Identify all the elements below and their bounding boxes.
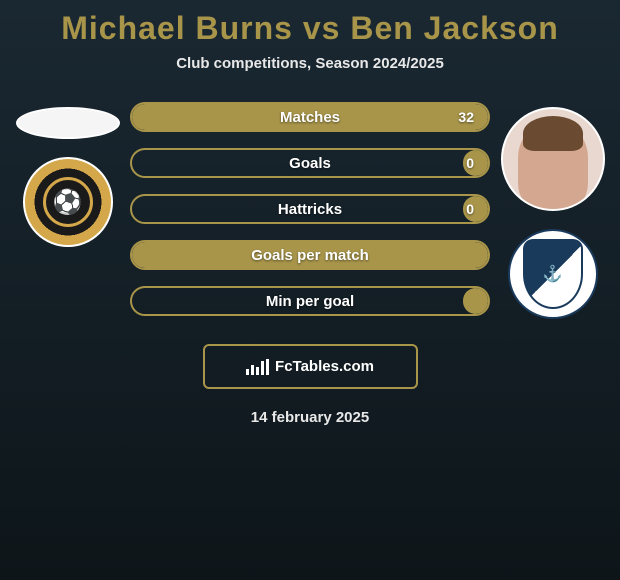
stat-pill: Hattricks0	[130, 194, 490, 224]
stat-pill: Min per goal	[130, 286, 490, 316]
page-title: Michael Burns vs Ben Jackson	[0, 10, 620, 47]
player2-name: Ben Jackson	[350, 10, 558, 46]
date-label: 14 february 2025	[0, 409, 620, 426]
player1-club-badge: ⚽	[23, 157, 113, 247]
player1-avatar	[16, 107, 120, 139]
shield-icon: ⚓	[523, 239, 583, 309]
main-row: ⚽ Matches32Goals0Hattricks0Goals per mat…	[0, 102, 620, 319]
stat-value-right: 32	[458, 109, 474, 125]
comparison-card: Michael Burns vs Ben Jackson Club compet…	[0, 0, 620, 426]
stat-value-right: 0	[466, 201, 474, 217]
shield-icon: ⚽	[43, 177, 93, 227]
stat-pill: Matches32	[130, 102, 490, 132]
stat-label: Matches	[132, 109, 488, 126]
player2-avatar	[501, 107, 605, 211]
stat-value-right: 0	[466, 155, 474, 171]
player1-name: Michael Burns	[61, 10, 293, 46]
brand-box: FcTables.com	[203, 344, 418, 389]
stat-label: Hattricks	[132, 201, 488, 218]
stats-column: Matches32Goals0Hattricks0Goals per match…	[130, 102, 490, 316]
stat-pill: Goals0	[130, 148, 490, 178]
player2-club-badge: ⚓	[508, 229, 598, 319]
chart-icon	[246, 359, 269, 375]
stat-label: Goals	[132, 155, 488, 172]
subtitle: Club competitions, Season 2024/2025	[0, 55, 620, 72]
brand-label: FcTables.com	[275, 358, 374, 375]
right-column: ⚓	[500, 102, 605, 319]
stat-label: Min per goal	[132, 293, 488, 310]
vs-separator: vs	[303, 10, 341, 46]
left-column: ⚽	[15, 102, 120, 247]
stat-label: Goals per match	[132, 247, 488, 264]
stat-pill: Goals per match	[130, 240, 490, 270]
